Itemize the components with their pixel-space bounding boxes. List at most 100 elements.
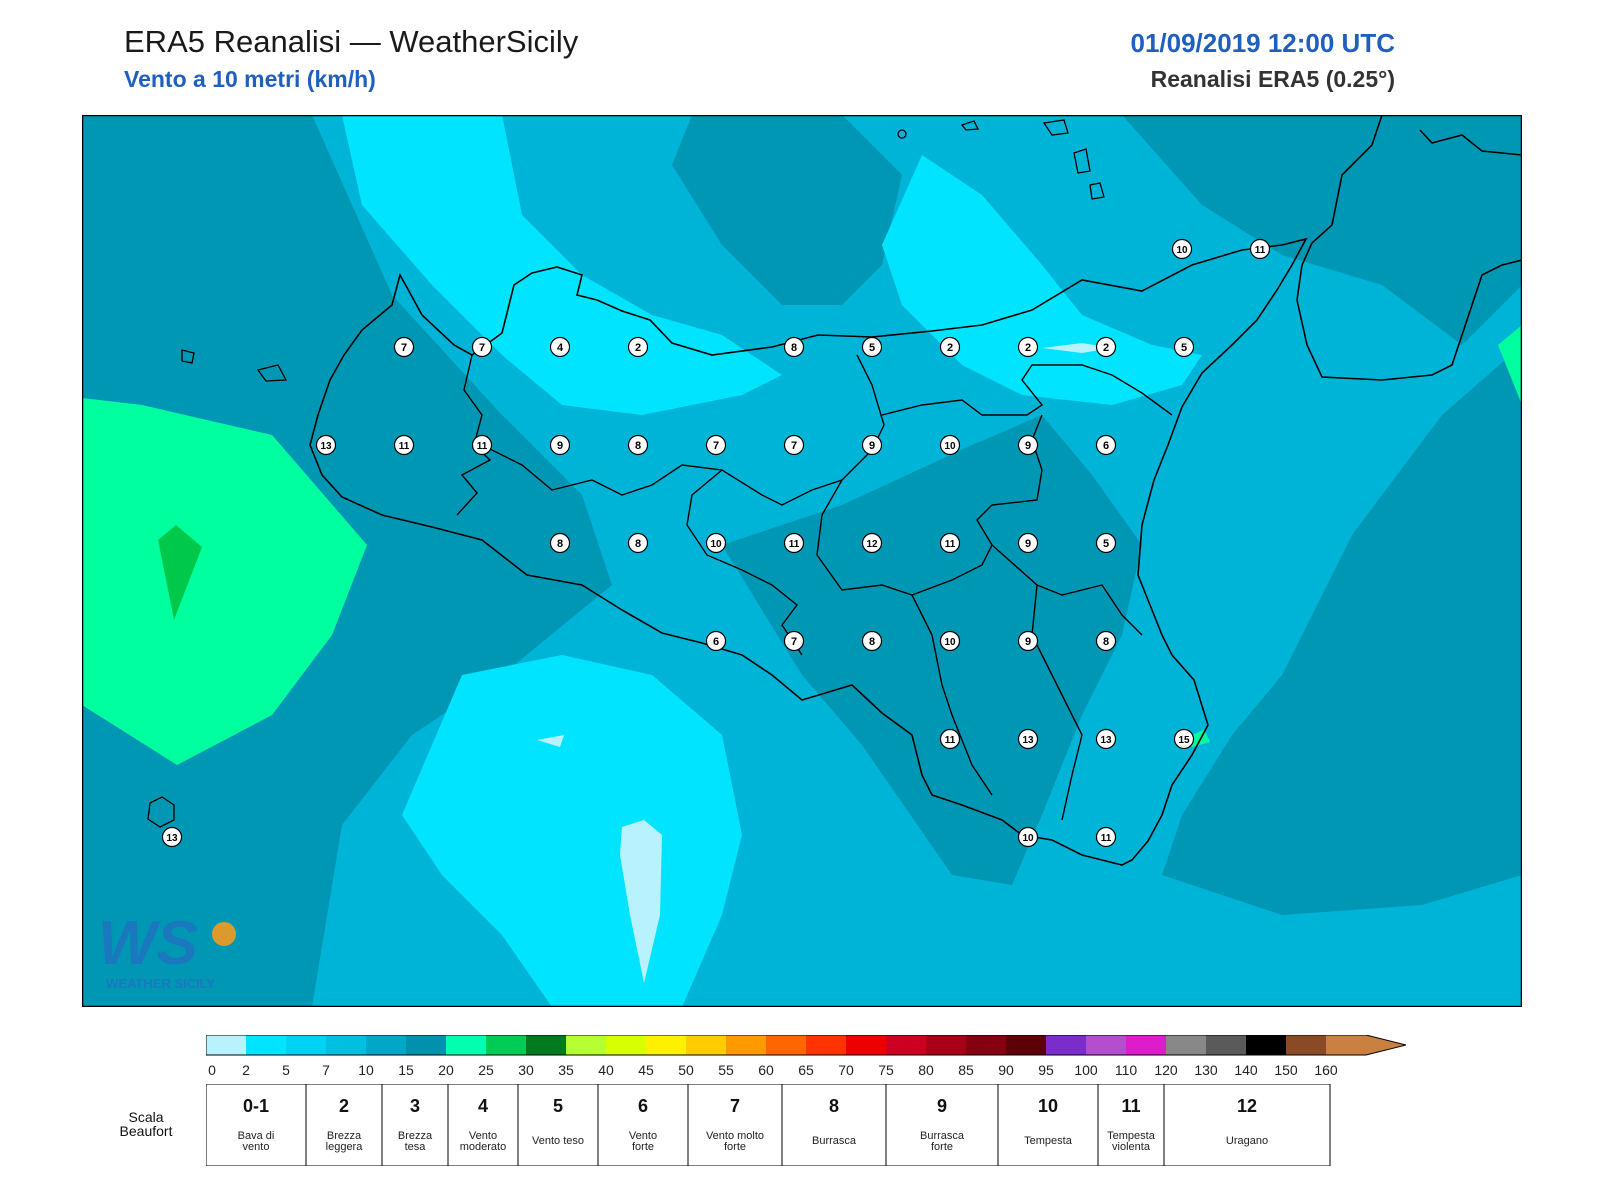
beaufort-class: 8 Burrasca <box>781 1084 887 1166</box>
colorbar-swatch <box>446 1035 486 1055</box>
station-value: 6 <box>713 636 719 648</box>
colorbar-tick-label: 45 <box>638 1062 654 1078</box>
logo-mark: WS <box>98 909 198 978</box>
station-value: 6 <box>1103 440 1109 452</box>
station-label: 11 <box>1249 238 1271 260</box>
station-value: 7 <box>791 636 797 648</box>
station-marker <box>1095 336 1117 358</box>
contour-2-south-plume <box>620 820 662 983</box>
beaufort-description: moderato <box>460 1141 506 1153</box>
colorbar-tick-label: 140 <box>1234 1062 1258 1078</box>
island-pantelleria <box>147 796 175 828</box>
contour-10-north <box>672 115 902 305</box>
station-value: 10 <box>710 539 722 550</box>
colorbar-tick-label: 25 <box>478 1062 494 1078</box>
station-value: 10 <box>1176 245 1188 256</box>
beaufort-number: 6 <box>638 1096 648 1116</box>
station-label: 11 <box>393 434 415 456</box>
station-label: 13 <box>315 434 337 456</box>
sun-icon <box>212 922 236 946</box>
station-value: 11 <box>1255 245 1266 256</box>
colorbar-tick-label: 150 <box>1274 1062 1298 1078</box>
station-value: 10 <box>944 637 956 648</box>
station-marker <box>1095 728 1117 750</box>
station-label: 10 <box>1171 238 1193 260</box>
station-label: 10 <box>705 532 727 554</box>
station-label: 2 <box>1017 336 1039 358</box>
colorbar-arrow <box>1326 1035 1406 1055</box>
station-marker <box>705 630 727 652</box>
station-marker <box>549 434 571 456</box>
beaufort-cell <box>305 1084 383 1166</box>
station-value: 7 <box>713 440 719 452</box>
station-label: 8 <box>549 532 571 554</box>
station-marker <box>1171 238 1193 260</box>
station-value: 4 <box>557 342 564 354</box>
colorbar-swatch <box>726 1035 766 1055</box>
station-value: 8 <box>869 636 875 648</box>
colorbar-tick-label: 75 <box>878 1062 894 1078</box>
station-value: 8 <box>791 342 797 354</box>
colorbar-swatch <box>206 1035 246 1055</box>
station-label: 8 <box>627 434 649 456</box>
page-subtitle: Vento a 10 metri (km/h) <box>124 66 376 92</box>
colorbar-tick-label: 65 <box>798 1062 814 1078</box>
colorbar-swatch <box>1086 1035 1126 1055</box>
wind-map: 7 7 4 2 8 5 2 2 2 5 10 11 13 11 11 9 8 7 7 9 10 9 6 8 8 10 11 12 11 9… <box>82 115 1522 1007</box>
contour-5-north <box>342 115 782 415</box>
beaufort-description: Burrasca <box>812 1135 857 1147</box>
beaufort-description: vento <box>243 1141 270 1153</box>
beaufort-number: 0-1 <box>243 1096 269 1116</box>
beaufort-description: tesa <box>405 1141 427 1153</box>
station-label: 11 <box>1095 826 1117 848</box>
station-value: 5 <box>869 342 875 354</box>
station-marker <box>161 826 183 848</box>
island-salina <box>1042 119 1069 136</box>
station-value: 2 <box>1103 342 1109 354</box>
beaufort-description: Tempesta <box>1107 1130 1156 1142</box>
station-value: 8 <box>635 440 641 452</box>
contour-10-east <box>1162 345 1522 915</box>
colorbar-swatch <box>1286 1035 1326 1055</box>
station-marker <box>783 336 805 358</box>
station-value: 15 <box>1178 735 1190 746</box>
colorbar-swatch <box>606 1035 646 1055</box>
station-value: 11 <box>1101 833 1112 844</box>
colorbar-swatch <box>806 1035 846 1055</box>
station-marker <box>1095 532 1117 554</box>
province-boundary-4 <box>816 414 1043 596</box>
colorbar-swatch <box>326 1035 366 1055</box>
beaufort-description: Brezza <box>398 1130 433 1142</box>
beaufort-description: Uragano <box>1226 1135 1268 1147</box>
station-label: 2 <box>627 336 649 358</box>
beaufort-description: Burrasca <box>920 1130 965 1142</box>
colorbar-tick-label: 80 <box>918 1062 934 1078</box>
station-label: 9 <box>1017 434 1039 456</box>
forecast-datetime: 01/09/2019 12:00 UTC <box>1130 28 1395 58</box>
model-label: Reanalisi ERA5 (0.25°) <box>1150 66 1395 92</box>
station-marker <box>1173 728 1195 750</box>
colorbar-swatch <box>486 1035 526 1055</box>
station-label: 7 <box>393 336 415 358</box>
station-marker <box>1017 826 1039 848</box>
island-marettimo <box>181 349 195 364</box>
station-label: 11 <box>939 532 961 554</box>
station-label: 6 <box>1095 434 1117 456</box>
colorbar-swatch <box>1006 1035 1046 1055</box>
station-value: 13 <box>1022 735 1034 746</box>
province-boundary-3 <box>686 469 803 656</box>
station-value: 11 <box>945 539 956 550</box>
colorbar-swatch <box>926 1035 966 1055</box>
station-label: 9 <box>861 434 883 456</box>
station-label: 10 <box>939 434 961 456</box>
station-value: 7 <box>479 342 485 354</box>
colorbar-tick-label: 50 <box>678 1062 694 1078</box>
station-label: 2 <box>1095 336 1117 358</box>
station-marker <box>783 434 805 456</box>
station-marker <box>1017 336 1039 358</box>
